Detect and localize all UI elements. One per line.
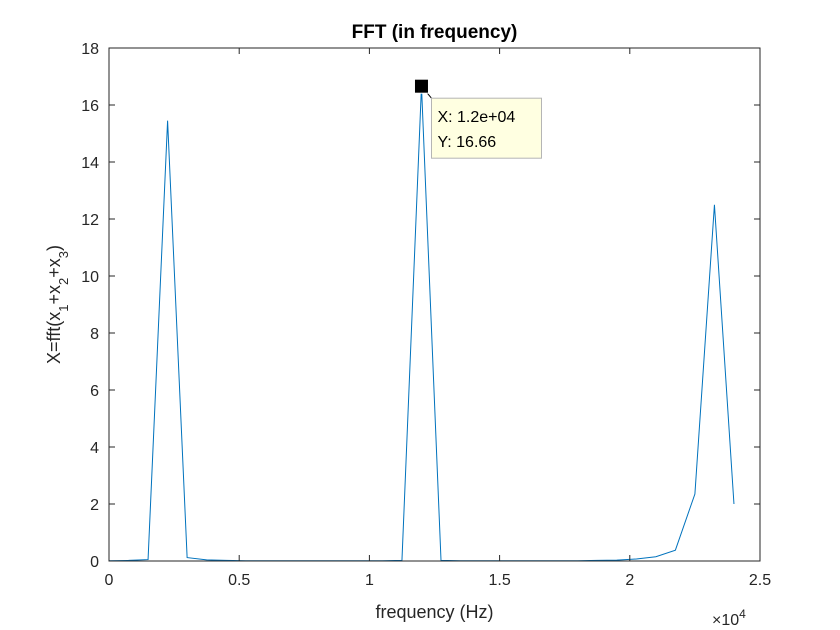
y-tick-label: 18 [81,41,99,58]
x-axis-label: frequency (Hz) [375,602,493,622]
datatip[interactable]: X: 1.2e+04 Y: 16.66 [413,78,542,159]
y-tick-label: 12 [81,212,99,229]
axes-box [108,47,761,562]
y-tick-label: 6 [90,383,99,400]
chart-title: FFT (in frequency) [352,22,518,43]
y-tick-label: 0 [90,554,99,571]
datatip-y-text: Y: 16.66 [437,134,496,151]
x-tick-label: 1.5 [488,572,510,589]
x-tick-label: 0.5 [228,572,250,589]
y-tick-label: 10 [81,269,99,286]
x-tick-label: 2 [625,572,634,589]
datatip-marker[interactable] [413,78,429,94]
y-tick-label: 8 [90,326,99,343]
x-tick-label: 0 [105,572,114,589]
datatip-x-text: X: 1.2e+04 [437,109,515,126]
y-tick-label: 4 [90,440,99,457]
x-tick-label: 2.5 [749,572,771,589]
x-axis-exponent: ×104 [712,607,746,629]
datatip-box [430,97,542,159]
y-tick-label: 14 [81,155,99,172]
x-tick-label: 1 [365,572,374,589]
ticks-layer: 0 0.5 1 1.5 2 2.5 0 2 4 6 8 10 12 14 16 18 [81,41,771,589]
y-tick-label: 16 [81,98,99,115]
y-axis-label: X=fft(x1+x2+x3) [44,245,71,364]
y-tick-label: 2 [90,497,99,514]
